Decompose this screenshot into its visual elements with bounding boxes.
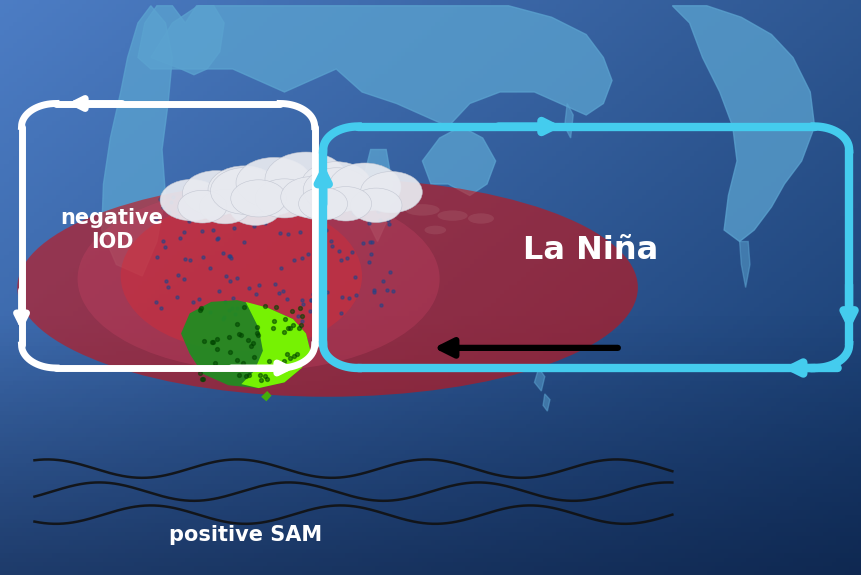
- Polygon shape: [362, 150, 392, 242]
- Polygon shape: [564, 104, 573, 138]
- Text: La Niña: La Niña: [523, 235, 657, 266]
- Ellipse shape: [424, 225, 446, 235]
- Polygon shape: [151, 6, 611, 126]
- Circle shape: [208, 166, 280, 214]
- Polygon shape: [261, 391, 271, 401]
- Circle shape: [231, 180, 286, 217]
- Polygon shape: [422, 126, 495, 196]
- Circle shape: [350, 188, 401, 223]
- Circle shape: [183, 171, 250, 216]
- Circle shape: [264, 152, 347, 207]
- Circle shape: [229, 191, 281, 225]
- Circle shape: [236, 158, 312, 208]
- Circle shape: [177, 190, 226, 223]
- Circle shape: [328, 163, 400, 211]
- Ellipse shape: [77, 187, 439, 371]
- Polygon shape: [739, 242, 749, 288]
- Circle shape: [255, 179, 313, 218]
- Ellipse shape: [468, 213, 493, 224]
- Circle shape: [289, 181, 348, 220]
- Circle shape: [239, 174, 301, 216]
- Circle shape: [281, 177, 343, 218]
- Circle shape: [160, 179, 222, 221]
- Ellipse shape: [437, 210, 467, 221]
- Polygon shape: [534, 368, 544, 391]
- Circle shape: [298, 187, 347, 220]
- Circle shape: [210, 167, 281, 214]
- Circle shape: [303, 168, 370, 213]
- Polygon shape: [542, 394, 549, 411]
- Polygon shape: [241, 302, 310, 388]
- Circle shape: [319, 186, 371, 221]
- Circle shape: [360, 171, 422, 213]
- Ellipse shape: [405, 204, 439, 216]
- Circle shape: [199, 189, 251, 224]
- Polygon shape: [102, 6, 172, 276]
- Ellipse shape: [121, 201, 362, 351]
- Text: negative
IOD: negative IOD: [60, 208, 164, 252]
- Circle shape: [300, 162, 371, 209]
- Text: positive SAM: positive SAM: [169, 525, 322, 545]
- Ellipse shape: [17, 178, 637, 397]
- Polygon shape: [181, 300, 310, 388]
- Polygon shape: [138, 6, 224, 75]
- Polygon shape: [672, 6, 814, 242]
